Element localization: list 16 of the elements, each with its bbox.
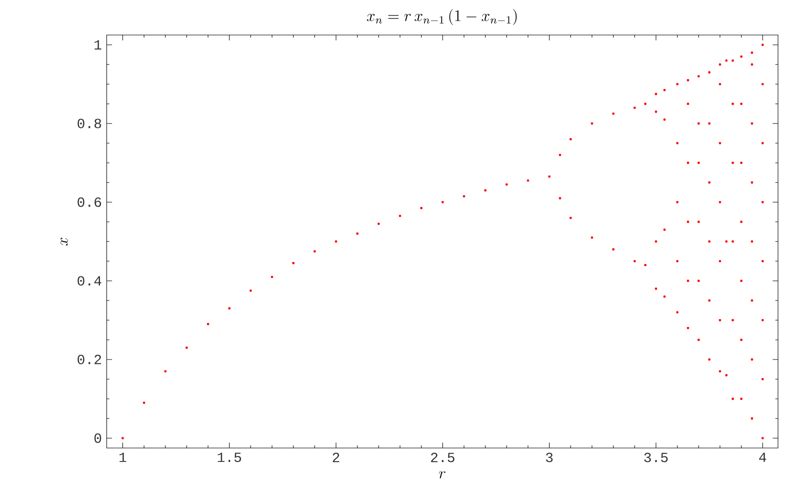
x-tick-label: 3 bbox=[546, 452, 553, 462]
x-tick-label: 4 bbox=[759, 452, 766, 462]
x-tick-label: 1 bbox=[120, 452, 126, 462]
x-tick-label: 3.5 bbox=[644, 452, 668, 462]
y-tick-label: 0.8 bbox=[78, 118, 102, 128]
y-tick-label: 0 bbox=[94, 433, 102, 443]
y-axis-title: $x$ bbox=[60, 238, 68, 246]
y-tick-label: 0.6 bbox=[78, 197, 102, 207]
chart-title: $x_{n} = r\,x_{n-1}\,(1 - x_{n-1})$ bbox=[366, 8, 517, 25]
x-axis-title: $r$ bbox=[439, 471, 446, 478]
x-tick-label: 2 bbox=[332, 452, 340, 462]
y-tick-label: 1 bbox=[94, 40, 102, 50]
y-tick-label: 0.2 bbox=[78, 354, 101, 364]
x-tick-label: 1.5 bbox=[218, 452, 242, 462]
y-tick-label: 0.4 bbox=[78, 276, 102, 286]
x-tick-label: 2.5 bbox=[431, 452, 454, 462]
